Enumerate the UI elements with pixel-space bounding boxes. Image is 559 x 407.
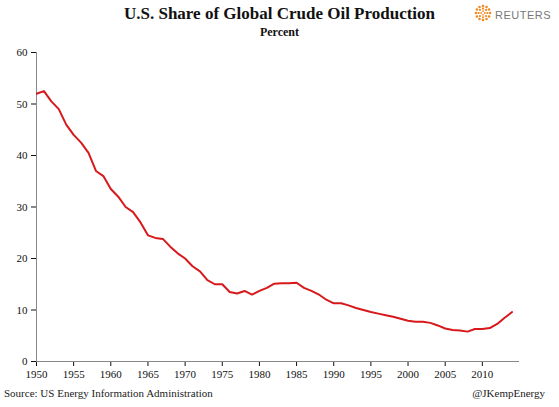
svg-text:2005: 2005 bbox=[434, 368, 457, 380]
svg-text:1975: 1975 bbox=[211, 368, 234, 380]
html-text:@JKempEnergy: @JKempEnergy bbox=[472, 387, 545, 399]
svg-text:2000: 2000 bbox=[397, 368, 420, 380]
html-text:Source: US Energy Information: Source: US Energy Information Administra… bbox=[4, 387, 213, 399]
svg-text:40: 40 bbox=[17, 149, 29, 161]
svg-text:1990: 1990 bbox=[323, 368, 346, 380]
svg-text:30: 30 bbox=[17, 201, 29, 213]
svg-text:1995: 1995 bbox=[360, 368, 383, 380]
svg-text:10: 10 bbox=[17, 304, 29, 316]
html-text:Percent: Percent bbox=[260, 25, 299, 39]
svg-text:60: 60 bbox=[17, 46, 29, 58]
svg-text:50: 50 bbox=[17, 98, 29, 110]
svg-text:1955: 1955 bbox=[63, 368, 86, 380]
svg-text:1985: 1985 bbox=[286, 368, 309, 380]
svg-text:2010: 2010 bbox=[471, 368, 494, 380]
svg-text:1970: 1970 bbox=[174, 368, 197, 380]
svg-text:1980: 1980 bbox=[248, 368, 271, 380]
svg-text:0: 0 bbox=[22, 355, 28, 367]
html-text:U.S. Share of Global Crude Oil: U.S. Share of Global Crude Oil Productio… bbox=[124, 4, 435, 23]
svg-text:1960: 1960 bbox=[100, 368, 123, 380]
svg-text:20: 20 bbox=[17, 252, 29, 264]
html-text:REUTERS: REUTERS bbox=[494, 9, 551, 21]
svg-text:1965: 1965 bbox=[137, 368, 160, 380]
svg-text:1950: 1950 bbox=[26, 368, 49, 380]
